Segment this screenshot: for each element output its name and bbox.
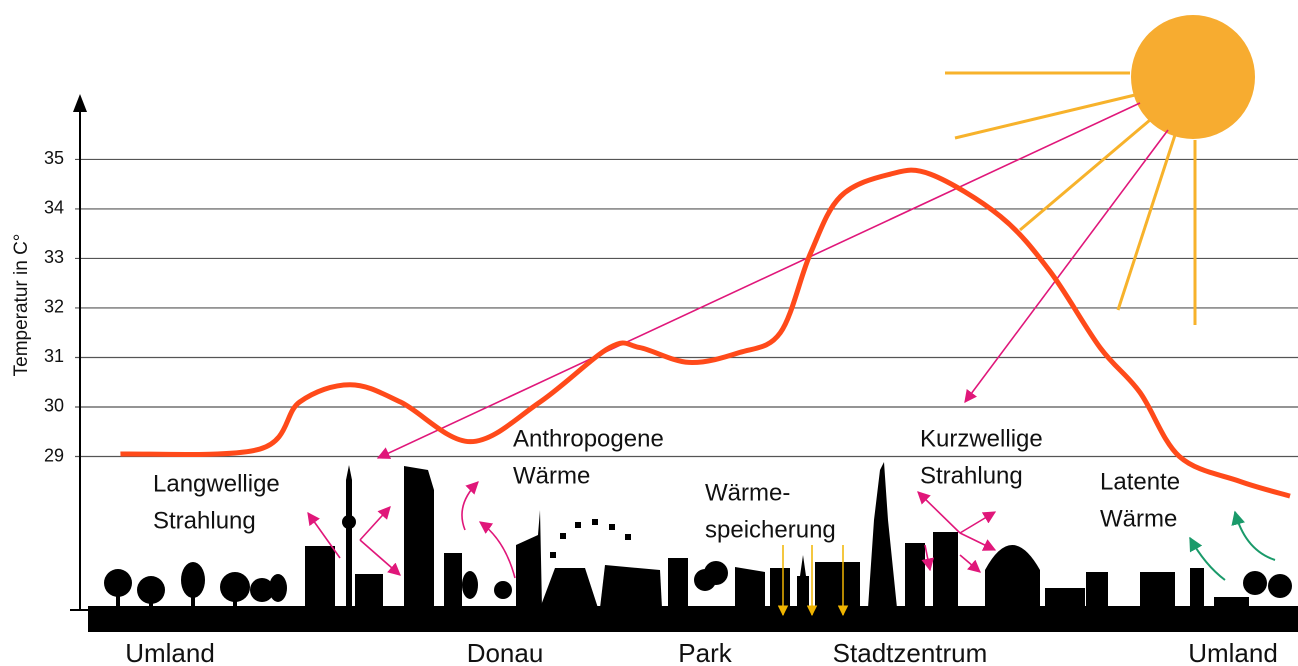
annotation: Anthropogene [513, 425, 664, 452]
location-label: Umland [1188, 638, 1278, 666]
labels: Umland Donau Park Stadtzentrum Umland Langwel… [125, 425, 1278, 666]
annotation: Strahlung [920, 462, 1023, 489]
axis-arrow [73, 94, 87, 112]
location-label: Umland [125, 638, 215, 666]
annotation: Latente [1100, 468, 1180, 495]
radiation-arrows [307, 102, 1276, 617]
y-tick-label: 32 [44, 297, 64, 317]
annotation: Kurzwellige [920, 425, 1043, 452]
location-label: Stadtzentrum [833, 638, 988, 666]
annotation: Strahlung [153, 507, 256, 534]
annotation: Wärme- [705, 479, 790, 506]
y-axis-label: Temperatur in C° [11, 234, 32, 377]
sun [945, 15, 1255, 325]
annotation: Wärme [513, 462, 590, 489]
y-tick-label: 33 [44, 247, 64, 267]
temperature-line [120, 167, 1291, 499]
grid [75, 158, 1298, 458]
annotation: speicherung [705, 516, 836, 543]
y-tick-label: 31 [44, 346, 64, 366]
ferris-wheel [550, 519, 631, 558]
location-label: Park [678, 638, 732, 666]
annotation: Langwellige [153, 470, 280, 497]
y-tick-label: 35 [44, 148, 64, 168]
location-label: Donau [467, 638, 544, 666]
annotation: Wärme [1100, 505, 1177, 532]
y-tick-label: 30 [44, 396, 64, 416]
skyline [88, 462, 1298, 632]
y-tick-label: 29 [44, 445, 64, 465]
y-tick-label: 34 [44, 198, 64, 218]
